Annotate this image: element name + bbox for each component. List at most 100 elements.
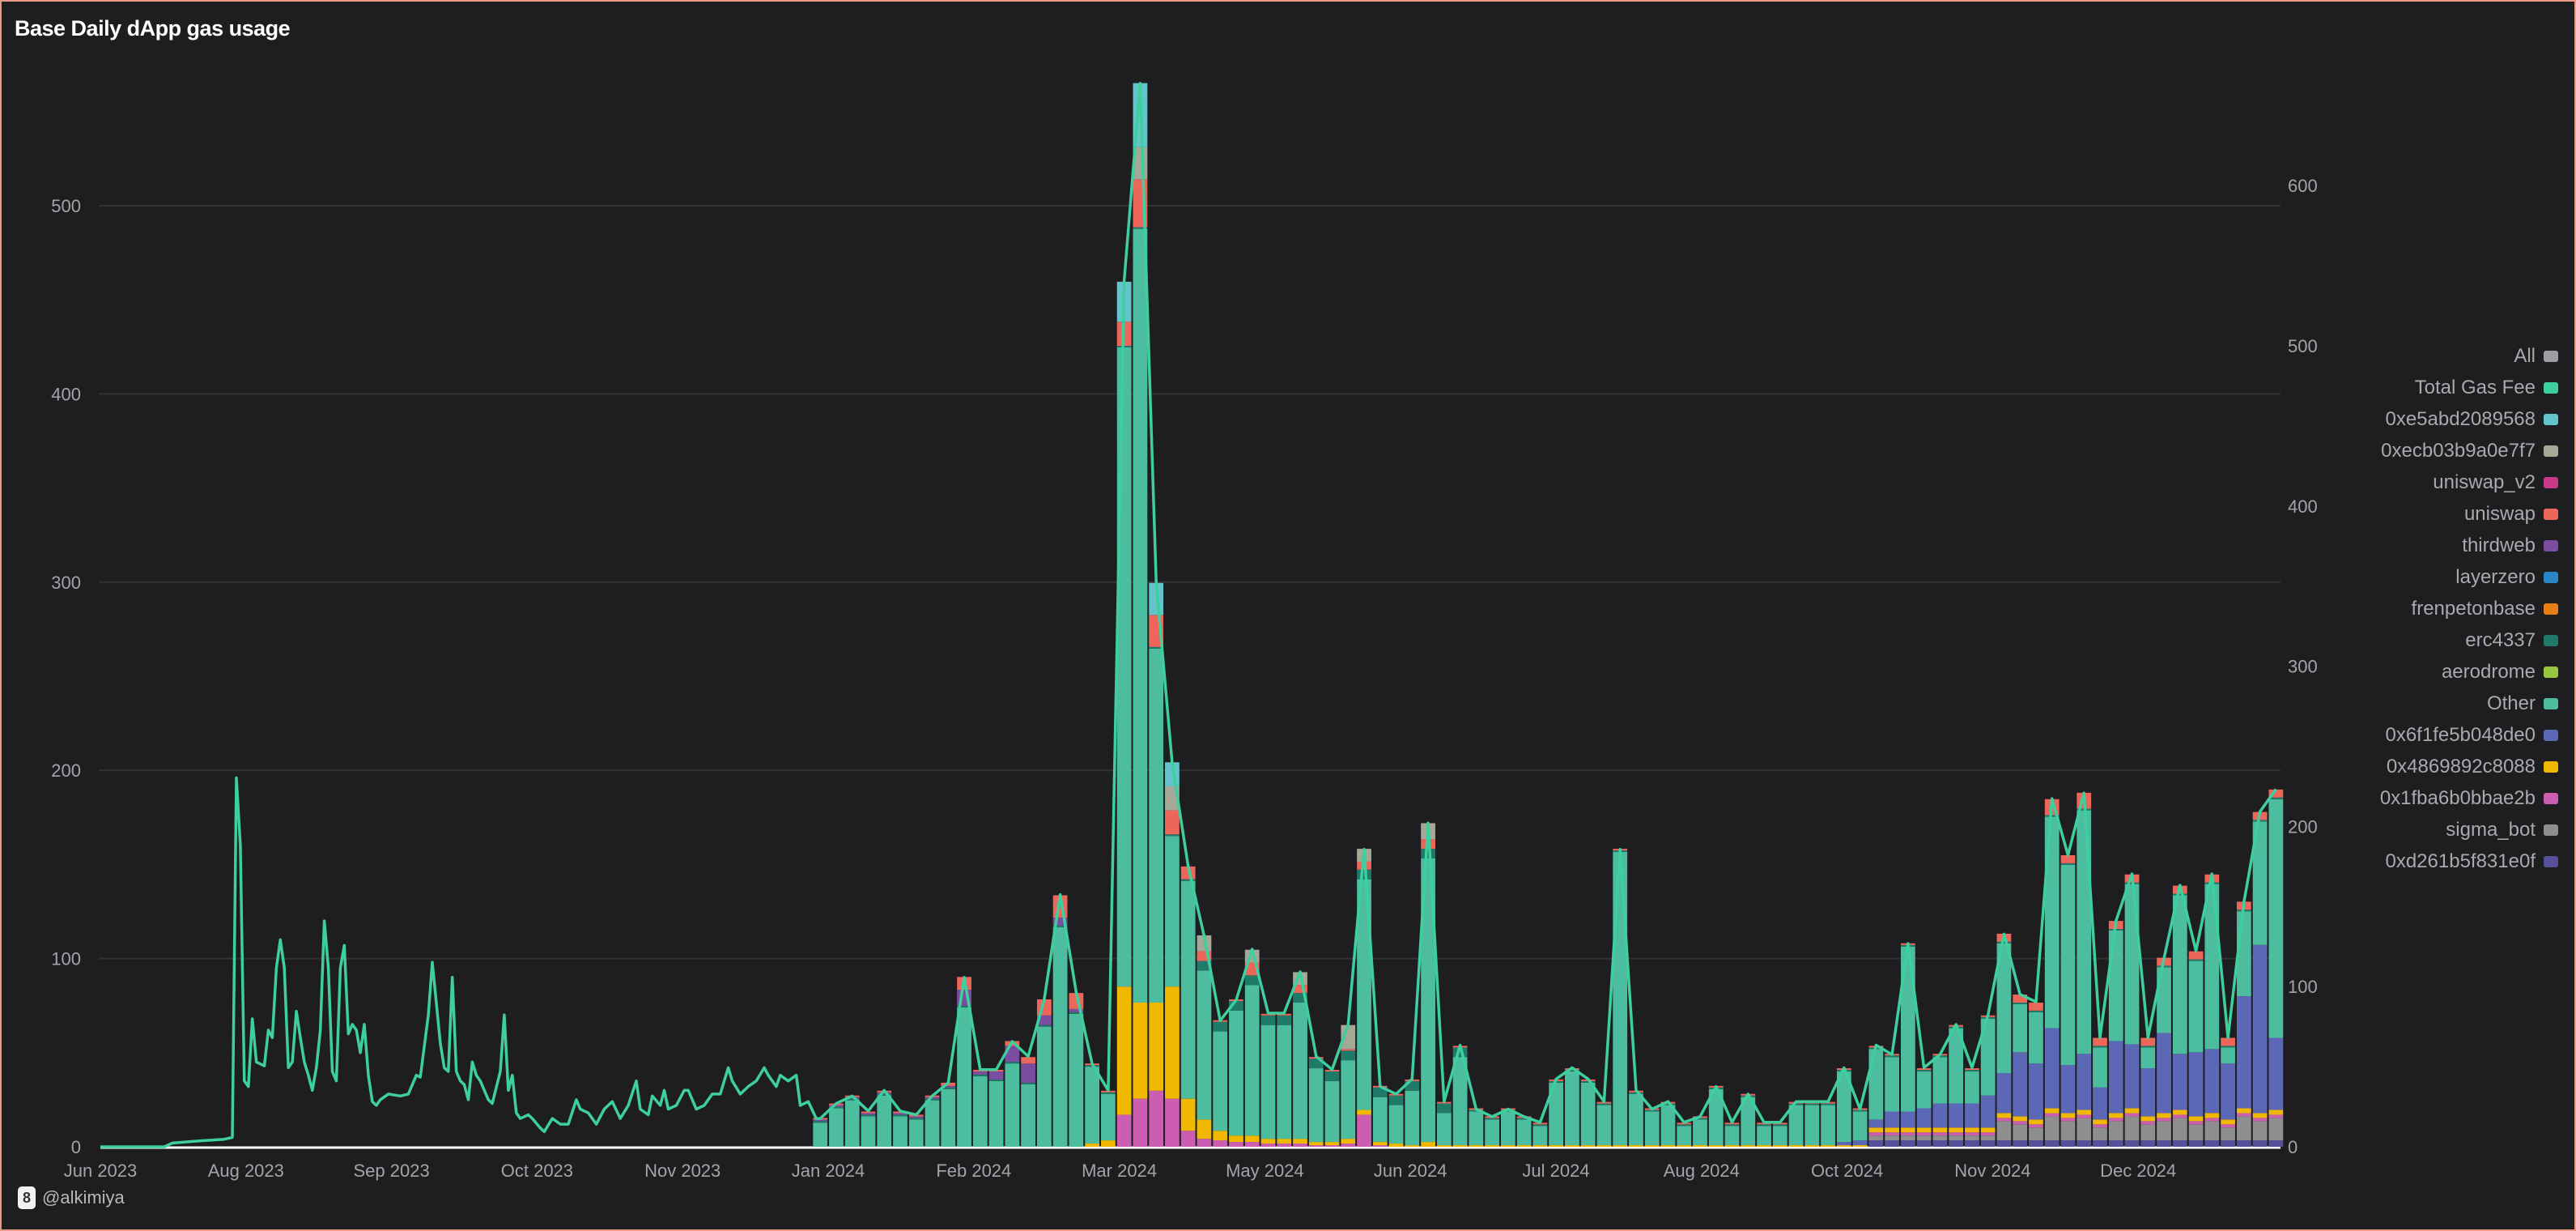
bar-segment-0x4869892c8088 <box>1244 1135 1260 1143</box>
bar-segment-0x1fba6b0bbae2b <box>2029 1124 2043 1128</box>
bar-segment-Other <box>2108 930 2123 1041</box>
bar-segment-Other <box>2204 884 2220 1050</box>
right-axis-tick-label: 100 <box>2288 977 2318 997</box>
legend-item[interactable]: erc4337 <box>2380 624 2558 656</box>
bar-segment-Other <box>1757 1126 1771 1146</box>
bar-segment-0x4869892c8088 <box>1724 1145 1740 1147</box>
bar-segment-Other <box>1821 1105 1835 1146</box>
bar-segment-0xd261b5f831e0f <box>1932 1140 1948 1147</box>
bar-segment-Other <box>1565 1071 1579 1146</box>
right-axis-tick-label: 300 <box>2288 657 2318 677</box>
legend-item[interactable]: thirdweb <box>2380 530 2558 561</box>
legend-item[interactable]: 0x4869892c8088 <box>2380 751 2558 782</box>
legend-swatch-icon <box>2544 476 2558 488</box>
bar-segment-0x1fba6b0bbae2b <box>1133 1098 1148 1147</box>
bar-segment-0x6f1fe5b048de0 <box>2236 996 2251 1109</box>
bar-segment-0x4869892c8088 <box>1868 1127 1884 1133</box>
bar-segment-sigma_bot <box>1932 1135 1948 1141</box>
bar-segment-0xd261b5f831e0f <box>1916 1140 1932 1147</box>
bar-segment-0x6f1fe5b048de0 <box>2108 1041 2123 1114</box>
bar-segment-0x4869892c8088 <box>1133 1002 1148 1099</box>
bar-segment-Other <box>1341 1060 1356 1139</box>
bar-segment-0x4869892c8088 <box>1932 1127 1948 1133</box>
legend-item[interactable]: 0x1fba6b0bbae2b <box>2380 782 2558 814</box>
bar-segment-Other <box>1724 1126 1740 1146</box>
bar-segment-erc4337 <box>1724 1124 1740 1127</box>
bar-segment-0x4869892c8088 <box>2124 1108 2140 1114</box>
legend-item[interactable]: 0xecb03b9a0e7f7 <box>2380 435 2558 466</box>
bar-segment-0xd261b5f831e0f <box>2029 1140 2043 1147</box>
legend-swatch-icon <box>2544 666 2558 678</box>
bar-segment-Other <box>2221 1047 2235 1064</box>
x-axis-tick-label: Aug 2024 <box>1664 1161 1740 1181</box>
bar-segment-erc4337 <box>1005 1062 1020 1064</box>
bar-segment-0xd261b5f831e0f <box>2044 1140 2060 1147</box>
bar-segment-erc4337 <box>2157 965 2171 968</box>
bar-segment-erc4337 <box>2029 1010 2043 1012</box>
bar-segment-0x4869892c8088 <box>1580 1145 1596 1147</box>
legend-swatch-icon <box>2544 792 2558 804</box>
bar-segment-erc4337 <box>1644 1110 1660 1112</box>
bar-segment-0x4869892c8088 <box>1149 1002 1164 1091</box>
bar-segment-Other <box>1836 1071 1851 1143</box>
bar-segment-0x6f1fe5b048de0 <box>2221 1063 2235 1120</box>
legend: All Total Gas Fee 0xe5abd2089568 0xecb03b9a… <box>2380 340 2558 877</box>
bar-segment-0x4869892c8088 <box>1629 1145 1643 1147</box>
bar-segment-Other <box>1165 836 1180 987</box>
legend-item[interactable]: uniswap_v2 <box>2380 466 2558 498</box>
legend-item[interactable]: All <box>2380 340 2558 372</box>
bar-segment-sigma_bot <box>1901 1135 1915 1141</box>
bar-segment-0x1fba6b0bbae2b <box>1901 1132 1915 1136</box>
bar-segment-0x6f1fe5b048de0 <box>2188 1052 2204 1117</box>
bar-segment-0x1fba6b0bbae2b <box>2060 1118 2076 1122</box>
bar-segment-0x1fba6b0bbae2b <box>2172 1114 2187 1118</box>
bar-segment-erc4337 <box>1596 1103 1612 1105</box>
bar-segment-Other <box>1677 1126 1692 1146</box>
bar-segment-uniswap <box>1197 951 1212 961</box>
legend-item[interactable]: frenpetonbase <box>2380 593 2558 624</box>
bar-segment-erc4337 <box>1693 1118 1707 1120</box>
bar-segment-sigma_bot <box>2044 1116 2060 1141</box>
bar-segment-0x1fba6b0bbae2b <box>1341 1144 1356 1147</box>
legend-swatch-icon <box>2544 760 2558 773</box>
bar-segment-0x4869892c8088 <box>1836 1145 1851 1147</box>
bar-segment-0x1fba6b0bbae2b <box>1916 1132 1932 1136</box>
legend-swatch-icon <box>2544 571 2558 583</box>
bar-segment-0x4869892c8088 <box>1708 1145 1724 1147</box>
bar-segment-0x4869892c8088 <box>1596 1145 1612 1147</box>
legend-swatch-icon <box>2544 697 2558 709</box>
bar-segment-Other <box>1052 927 1068 1147</box>
legend-item[interactable]: 0xe5abd2089568 <box>2380 403 2558 435</box>
bar-segment-0x6f1fe5b048de0 <box>2140 1068 2156 1117</box>
legend-swatch-icon <box>2544 603 2558 615</box>
bar-segment-sigma_bot <box>1885 1135 1899 1141</box>
bar-segment-0x4869892c8088 <box>1916 1127 1932 1133</box>
x-axis-tick-label: May 2024 <box>1226 1161 1304 1181</box>
bar-segment-Other <box>988 1080 1004 1147</box>
legend-item[interactable]: aerodrome <box>2380 656 2558 688</box>
bar-segment-Other <box>1501 1111 1515 1146</box>
legend-label: All <box>2514 344 2536 367</box>
bar-segment-0x4869892c8088 <box>1804 1145 1820 1147</box>
bar-segment-uniswap <box>1341 1049 1356 1051</box>
bar-segment-Other <box>1644 1111 1660 1146</box>
legend-item[interactable]: 0x6f1fe5b048de0 <box>2380 719 2558 751</box>
bar-segment-uniswap <box>1293 985 1307 994</box>
legend-item[interactable]: layerzero <box>2380 561 2558 593</box>
bar-segment-erc4337 <box>1324 1071 1340 1081</box>
bar-segment-0xd261b5f831e0f <box>2140 1140 2156 1147</box>
bar-segment-thirdweb <box>893 1113 908 1115</box>
bar-segment-Other <box>2140 1047 2156 1069</box>
legend-item[interactable]: Other <box>2380 688 2558 719</box>
legend-item[interactable]: Total Gas Fee <box>2380 372 2558 403</box>
bar-segment-erc4337 <box>2093 1046 2107 1048</box>
bar-segment-sigma_bot <box>2188 1124 2204 1141</box>
bar-segment-0x1fba6b0bbae2b <box>2252 1118 2268 1122</box>
legend-item[interactable]: uniswap <box>2380 498 2558 530</box>
bar-segment-0x4869892c8088 <box>1341 1139 1356 1144</box>
bar-segment-uniswap <box>1165 810 1180 835</box>
bar-segment-Other <box>1324 1080 1340 1143</box>
legend-item[interactable]: 0xd261b5f831e0f <box>2380 846 2558 877</box>
legend-item[interactable]: sigma_bot <box>2380 814 2558 846</box>
bar-segment-sigma_bot <box>2172 1118 2187 1141</box>
